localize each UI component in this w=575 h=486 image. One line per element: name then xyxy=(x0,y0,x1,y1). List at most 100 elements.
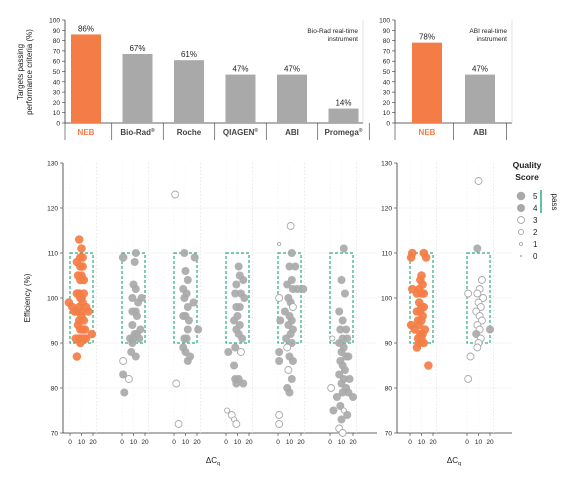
scatter-x-tick-label: 0 xyxy=(328,439,332,446)
data-point xyxy=(289,303,297,311)
bar-abi xyxy=(465,74,495,123)
legend-label: 2 xyxy=(533,228,538,237)
bar-category-label: ABI xyxy=(473,128,487,137)
scatter-y-tick-label: 90 xyxy=(385,341,393,348)
legend-title: Quality xyxy=(513,160,542,170)
data-point xyxy=(240,294,249,302)
scatter-x-tick-label: 0 xyxy=(408,439,412,446)
data-point xyxy=(329,335,336,342)
scatter-x-tick-label: 20 xyxy=(297,439,305,446)
data-point xyxy=(182,334,191,343)
bar-category-label: NEB xyxy=(78,128,95,137)
data-point xyxy=(135,334,144,343)
data-point xyxy=(76,275,85,285)
bar-value-label: 47% xyxy=(472,65,488,74)
bar-y-axis-title: performance criteria (%) xyxy=(25,29,34,115)
legend-label: 0 xyxy=(533,252,538,261)
scatter-y-tick-label: 130 xyxy=(47,161,58,168)
data-point xyxy=(235,303,244,311)
data-point xyxy=(287,249,296,257)
data-point xyxy=(230,316,239,325)
data-point xyxy=(338,388,347,397)
legend-marker-4 xyxy=(517,204,525,212)
data-point xyxy=(474,177,483,185)
scatter-y-tick-label: 80 xyxy=(51,386,59,393)
data-point xyxy=(299,285,308,293)
bar-y-tick-label: 60 xyxy=(383,59,391,66)
data-point xyxy=(120,388,129,397)
data-point xyxy=(473,244,482,253)
data-point xyxy=(189,298,198,307)
data-point xyxy=(337,276,346,284)
legend-marker-1 xyxy=(518,241,524,247)
data-point xyxy=(288,357,297,365)
bar-value-label: 61% xyxy=(181,50,197,59)
data-point xyxy=(132,312,141,320)
data-point xyxy=(349,393,357,401)
data-point xyxy=(275,420,284,428)
scatter-x-tick-label: 20 xyxy=(429,439,437,446)
data-point xyxy=(276,316,285,325)
data-point xyxy=(408,284,417,294)
data-point xyxy=(183,276,192,284)
data-point xyxy=(190,253,199,262)
data-point xyxy=(72,352,82,361)
data-point xyxy=(239,379,248,388)
legend-label: 3 xyxy=(533,216,538,225)
bar-y-tick-label: 0 xyxy=(386,121,390,128)
pass-criteria-box xyxy=(329,252,354,344)
bar-y-tick-label: 60 xyxy=(53,59,61,66)
scatter-x-tick-label: 20 xyxy=(89,439,97,446)
scatter-x-tick-label: 20 xyxy=(193,439,201,446)
bar-y-tick-label: 100 xyxy=(379,18,390,25)
bar-category-label: NEB xyxy=(419,128,436,137)
legend-marker-2 xyxy=(517,228,525,236)
scatter-y-tick-label: 70 xyxy=(385,431,393,438)
bar-y-tick-label: 90 xyxy=(383,28,391,35)
data-point xyxy=(486,325,494,334)
bar-y-tick-label: 90 xyxy=(53,28,61,35)
scatter-x-tick-label: 20 xyxy=(486,439,494,446)
data-point xyxy=(119,357,128,365)
data-point xyxy=(78,262,87,271)
bar-y-tick-label: 30 xyxy=(53,90,61,97)
data-point xyxy=(343,411,352,419)
bar-value-label: 47% xyxy=(284,65,300,74)
data-point xyxy=(285,262,294,271)
scatter-y-tick-label: 130 xyxy=(381,161,392,168)
data-point xyxy=(232,379,241,388)
scatter-x-tick-label: 0 xyxy=(276,439,280,446)
data-point xyxy=(224,348,233,356)
bar-y-tick-label: 80 xyxy=(383,38,391,45)
data-point xyxy=(181,267,190,275)
scatter-x-tick-label: 10 xyxy=(338,439,346,446)
scatter-x-tick-label: 10 xyxy=(78,439,86,446)
data-point xyxy=(282,334,291,343)
bar-y-tick-label: 20 xyxy=(53,100,61,107)
scatter-x-tick-label: 10 xyxy=(418,439,426,446)
bar-category-label: Bio-Rad® xyxy=(120,127,155,137)
data-point xyxy=(131,249,140,257)
scatter-x-tick-label: 10 xyxy=(286,439,294,446)
data-point xyxy=(180,249,189,257)
data-point xyxy=(180,294,189,302)
data-point xyxy=(238,334,247,343)
data-point xyxy=(283,280,292,289)
data-point xyxy=(275,411,284,419)
bar-value-label: 14% xyxy=(335,99,351,108)
data-point xyxy=(342,325,351,334)
scatter-x-tick-label: 0 xyxy=(68,439,72,446)
bar-category-label: ABI xyxy=(285,128,299,137)
bar-y-tick-label: 10 xyxy=(383,110,391,117)
bar-category-label: Roche xyxy=(177,128,202,137)
legend-label: 4 xyxy=(533,204,538,213)
data-point xyxy=(174,420,183,428)
data-point xyxy=(119,370,128,379)
data-point xyxy=(284,366,293,374)
data-point xyxy=(473,343,482,352)
data-point xyxy=(130,258,139,266)
data-point xyxy=(344,352,353,361)
scatter-x-tick-label: 0 xyxy=(465,439,469,446)
pass-criteria-box xyxy=(225,252,250,344)
data-point xyxy=(293,285,302,293)
